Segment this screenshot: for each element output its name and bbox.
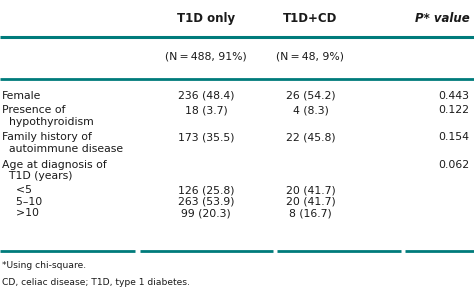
Text: 263 (53.9): 263 (53.9) — [178, 197, 235, 207]
Text: Presence of: Presence of — [2, 105, 66, 115]
Text: 99 (20.3): 99 (20.3) — [182, 209, 231, 218]
Text: 0.122: 0.122 — [438, 105, 469, 115]
Text: 126 (25.8): 126 (25.8) — [178, 185, 235, 195]
Text: 18 (3.7): 18 (3.7) — [185, 105, 228, 115]
Text: *Using chi-square.: *Using chi-square. — [2, 261, 86, 271]
Text: 5–10: 5–10 — [2, 197, 43, 207]
Text: T1D (years): T1D (years) — [2, 171, 73, 181]
Text: 0.443: 0.443 — [438, 91, 469, 101]
Text: hypothyroidism: hypothyroidism — [2, 117, 94, 126]
Text: 22 (45.8): 22 (45.8) — [286, 133, 335, 142]
Text: T1D+CD: T1D+CD — [283, 12, 337, 25]
Text: 4 (8.3): 4 (8.3) — [292, 105, 328, 115]
Text: (N = 48, 9%): (N = 48, 9%) — [276, 51, 345, 61]
Text: Female: Female — [2, 91, 42, 101]
Text: (N = 488, 91%): (N = 488, 91%) — [165, 51, 247, 61]
Text: 0.154: 0.154 — [438, 133, 469, 142]
Text: 173 (35.5): 173 (35.5) — [178, 133, 235, 142]
Text: Age at diagnosis of: Age at diagnosis of — [2, 160, 107, 170]
Text: 20 (41.7): 20 (41.7) — [286, 185, 335, 195]
Text: Family history of: Family history of — [2, 133, 92, 142]
Text: 8 (16.7): 8 (16.7) — [289, 209, 332, 218]
Text: >10: >10 — [2, 209, 39, 218]
Text: 236 (48.4): 236 (48.4) — [178, 91, 235, 101]
Text: autoimmune disease: autoimmune disease — [2, 144, 124, 154]
Text: CD, celiac disease; T1D, type 1 diabetes.: CD, celiac disease; T1D, type 1 diabetes… — [2, 278, 190, 287]
Text: 20 (41.7): 20 (41.7) — [286, 197, 335, 207]
Text: P* value: P* value — [414, 12, 469, 25]
Text: <5: <5 — [2, 185, 32, 195]
Text: 26 (54.2): 26 (54.2) — [286, 91, 335, 101]
Text: 0.062: 0.062 — [438, 160, 469, 170]
Text: T1D only: T1D only — [177, 12, 235, 25]
